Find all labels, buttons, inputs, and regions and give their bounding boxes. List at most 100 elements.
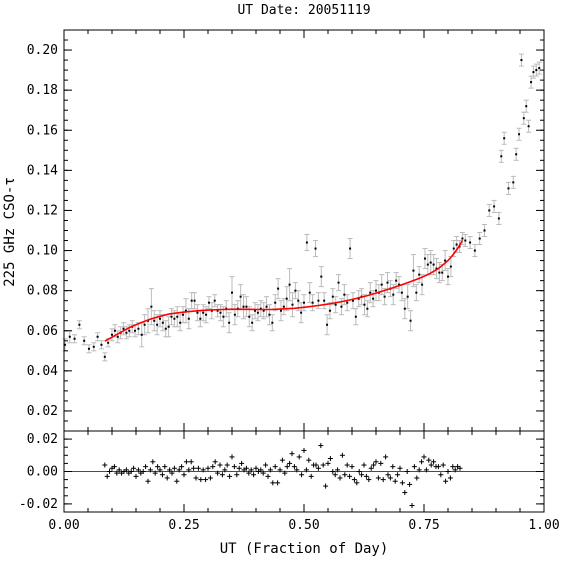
residual-point (315, 465, 321, 471)
residual-point (219, 472, 225, 478)
residual-point (402, 490, 408, 496)
residual-point (356, 469, 362, 474)
residual-point (248, 467, 254, 473)
residual-point (188, 459, 194, 465)
data-point (291, 303, 294, 306)
residual-point (409, 503, 415, 509)
data-point (423, 257, 426, 260)
residual-point (320, 462, 326, 468)
residual-point (303, 467, 309, 473)
residual-point (392, 478, 398, 484)
data-point (380, 283, 383, 286)
residual-point (227, 473, 233, 479)
residual-point (140, 469, 146, 474)
residual-point (361, 462, 367, 468)
residual-point (217, 462, 223, 468)
data-point (303, 301, 305, 304)
residual-point (426, 457, 432, 463)
data-point (447, 275, 449, 278)
data-point (128, 329, 131, 332)
data-point (140, 333, 143, 336)
data-point (488, 209, 491, 212)
x-tick-label: 0.50 (288, 518, 319, 533)
y-tick-label: 0.08 (27, 284, 58, 299)
data-point (435, 267, 438, 270)
data-point (282, 305, 285, 308)
residual-point (301, 447, 307, 453)
residual-point (191, 465, 197, 471)
residual-point (236, 465, 242, 471)
data-point (497, 217, 500, 220)
main-axis-ticks: 0.02 0.04 0.06 0.08 0.10 0.12 0.14 0.16 0.18 0.20 (27, 30, 545, 432)
residual-point (330, 469, 336, 474)
x-tick-label: 0.25 (168, 518, 199, 533)
residual-point (323, 483, 329, 489)
residual-point (260, 470, 266, 476)
data-point (375, 289, 377, 292)
residual-point (212, 459, 218, 465)
residual-point (306, 457, 312, 463)
data-point (326, 323, 329, 326)
data-point (369, 291, 372, 294)
residual-point (284, 464, 290, 470)
residual-point (371, 462, 377, 468)
data-point (512, 181, 515, 184)
residual-point (443, 478, 449, 484)
data-point (113, 329, 116, 332)
data-point (167, 325, 170, 328)
residual-point (147, 467, 153, 473)
residual-point (431, 459, 437, 465)
data-point (159, 317, 161, 320)
residual-point (162, 464, 168, 470)
data-point (87, 347, 90, 350)
data-point (323, 299, 326, 302)
data-point (426, 263, 429, 266)
data-point (406, 295, 409, 298)
data-point (107, 341, 110, 344)
residual-point (457, 465, 463, 471)
data-point (83, 339, 86, 342)
data-point (331, 295, 334, 298)
data-point (314, 247, 317, 250)
residual-point (383, 454, 389, 460)
data-point (337, 281, 340, 284)
y-tick-label: 0.10 (27, 244, 58, 259)
data-point (530, 81, 533, 84)
residual-point (171, 465, 177, 471)
data-point (444, 259, 447, 262)
data-point (386, 281, 389, 284)
residual-point (450, 464, 456, 470)
residual-point (102, 462, 108, 468)
fit-line (104, 240, 464, 342)
data-point (320, 275, 323, 278)
data-point (357, 297, 360, 300)
data-point (233, 313, 236, 316)
data-point (285, 297, 288, 300)
y-tick-label: 0.20 (27, 43, 58, 58)
y-tick-label: 0.02 (27, 404, 58, 419)
residual-point (373, 459, 379, 465)
data-point (469, 241, 472, 244)
residual-point (447, 475, 453, 481)
residual-point (111, 464, 117, 470)
data-point (328, 309, 331, 312)
residual-point (215, 470, 221, 476)
data-point (205, 313, 208, 316)
residual-point (375, 475, 381, 481)
data-point (190, 299, 193, 302)
residual-point (359, 472, 365, 478)
data-point (522, 117, 525, 120)
residual-points (102, 443, 463, 509)
residual-axis-ticks: -0.02 0.00 0.02 (19, 430, 545, 513)
residual-point (174, 478, 180, 484)
residual-point (380, 477, 386, 483)
chart-title: UT Date: 20051119 (237, 3, 370, 18)
data-point (150, 305, 153, 308)
residual-point (289, 451, 295, 457)
data-point (403, 307, 406, 310)
residual-point (186, 467, 192, 473)
residual-point (253, 465, 259, 471)
residual-point (421, 454, 427, 460)
data-point (228, 321, 231, 324)
residual-point (416, 467, 422, 473)
